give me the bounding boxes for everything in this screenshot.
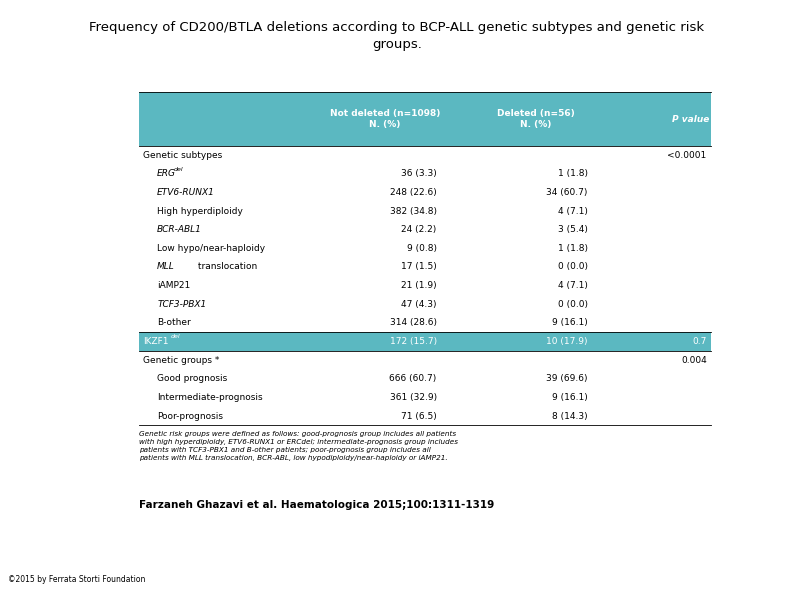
Text: Not deleted (n=1098)
N. (%): Not deleted (n=1098) N. (%) — [330, 109, 441, 129]
Text: Intermediate-prognosis: Intermediate-prognosis — [157, 393, 263, 402]
Text: 17 (1.5): 17 (1.5) — [401, 262, 437, 271]
Text: 1 (1.8): 1 (1.8) — [557, 169, 588, 178]
Text: 0.004: 0.004 — [681, 356, 707, 365]
Text: <0.0001: <0.0001 — [668, 151, 707, 159]
Text: 172 (15.7): 172 (15.7) — [390, 337, 437, 346]
Text: Frequency of CD200/BTLA deletions according to BCP-ALL genetic subtypes and gene: Frequency of CD200/BTLA deletions accord… — [90, 21, 704, 51]
Text: 34 (60.7): 34 (60.7) — [546, 188, 588, 197]
Text: 39 (69.6): 39 (69.6) — [546, 374, 588, 383]
Text: translocation: translocation — [195, 262, 257, 271]
Text: BCR-ABL1: BCR-ABL1 — [157, 225, 202, 234]
Text: Genetic risk groups were defined as follows: good-prognosis group includes all p: Genetic risk groups were defined as foll… — [139, 431, 458, 461]
Text: 248 (22.6): 248 (22.6) — [390, 188, 437, 197]
Text: Farzaneh Ghazavi et al. Haematologica 2015;100:1311-1319: Farzaneh Ghazavi et al. Haematologica 20… — [139, 500, 494, 510]
Text: B-other: B-other — [157, 318, 191, 327]
Text: TCF3-PBX1: TCF3-PBX1 — [157, 300, 206, 309]
Text: 4 (7.1): 4 (7.1) — [557, 206, 588, 215]
Text: 1 (1.8): 1 (1.8) — [557, 244, 588, 253]
Text: 8 (14.3): 8 (14.3) — [552, 412, 588, 421]
Text: ERG: ERG — [157, 169, 176, 178]
Text: Good prognosis: Good prognosis — [157, 374, 227, 383]
Text: 21 (1.9): 21 (1.9) — [401, 281, 437, 290]
Text: 71 (6.5): 71 (6.5) — [401, 412, 437, 421]
Text: 3 (5.4): 3 (5.4) — [557, 225, 588, 234]
Text: del: del — [171, 334, 180, 339]
Text: 666 (60.7): 666 (60.7) — [389, 374, 437, 383]
Text: High hyperdiploidy: High hyperdiploidy — [157, 206, 243, 215]
FancyBboxPatch shape — [139, 332, 711, 351]
Text: ETV6-RUNX1: ETV6-RUNX1 — [157, 188, 215, 197]
Text: 382 (34.8): 382 (34.8) — [390, 206, 437, 215]
Text: 361 (32.9): 361 (32.9) — [390, 393, 437, 402]
Text: P value: P value — [672, 114, 710, 124]
Text: 0 (0.0): 0 (0.0) — [557, 262, 588, 271]
Text: Genetic groups *: Genetic groups * — [143, 356, 219, 365]
Text: Low hypo/near-haploidy: Low hypo/near-haploidy — [157, 244, 265, 253]
Text: 47 (4.3): 47 (4.3) — [401, 300, 437, 309]
FancyBboxPatch shape — [139, 92, 711, 146]
Text: 10 (17.9): 10 (17.9) — [546, 337, 588, 346]
Text: 0 (0.0): 0 (0.0) — [557, 300, 588, 309]
Text: IKZF1: IKZF1 — [143, 337, 168, 346]
Text: 9 (16.1): 9 (16.1) — [552, 318, 588, 327]
Text: 4 (7.1): 4 (7.1) — [557, 281, 588, 290]
Text: 0.7: 0.7 — [692, 337, 707, 346]
Text: 36 (3.3): 36 (3.3) — [401, 169, 437, 178]
Text: Deleted (n=56)
N. (%): Deleted (n=56) N. (%) — [497, 109, 575, 129]
Text: ©2015 by Ferrata Storti Foundation: ©2015 by Ferrata Storti Foundation — [8, 575, 145, 584]
Text: Genetic subtypes: Genetic subtypes — [143, 151, 222, 159]
Text: iAMP21: iAMP21 — [157, 281, 191, 290]
Text: MLL: MLL — [157, 262, 175, 271]
Text: 24 (2.2): 24 (2.2) — [402, 225, 437, 234]
Text: 314 (28.6): 314 (28.6) — [390, 318, 437, 327]
Text: 9 (16.1): 9 (16.1) — [552, 393, 588, 402]
Text: Poor-prognosis: Poor-prognosis — [157, 412, 223, 421]
Text: 9 (0.8): 9 (0.8) — [407, 244, 437, 253]
Text: del: del — [174, 167, 183, 171]
